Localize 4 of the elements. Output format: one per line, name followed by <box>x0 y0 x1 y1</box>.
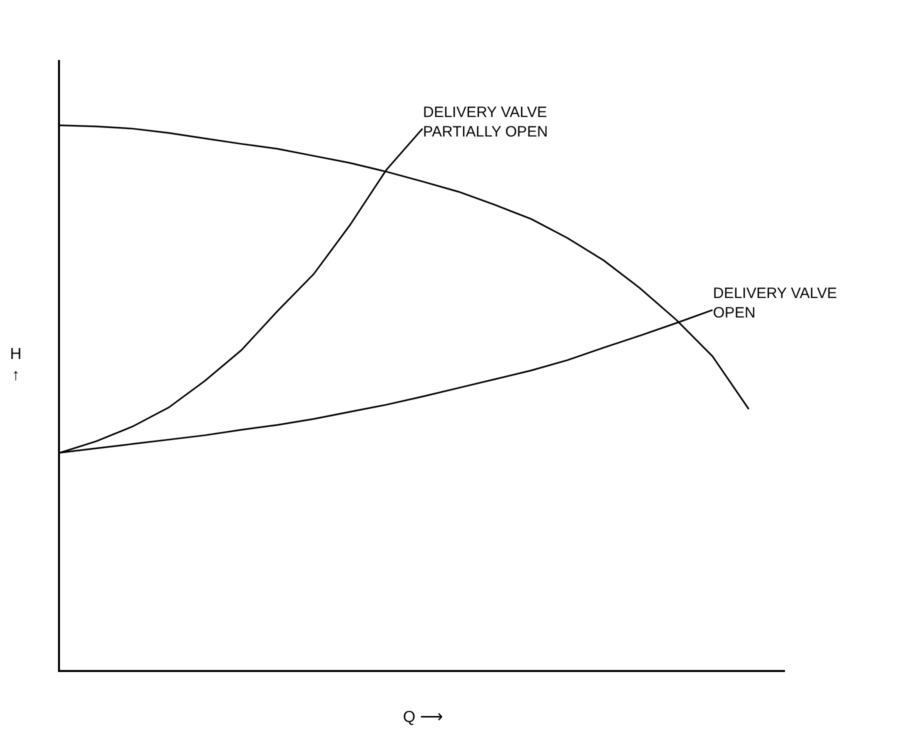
y-axis-title: H ↑ <box>10 346 22 384</box>
series-label: DELIVERY VALVE PARTIALLY OPEN <box>423 104 548 140</box>
series-label: DELIVERY VALVE OPEN <box>713 285 837 322</box>
x-axis-title: Q ⟶ <box>403 709 443 726</box>
